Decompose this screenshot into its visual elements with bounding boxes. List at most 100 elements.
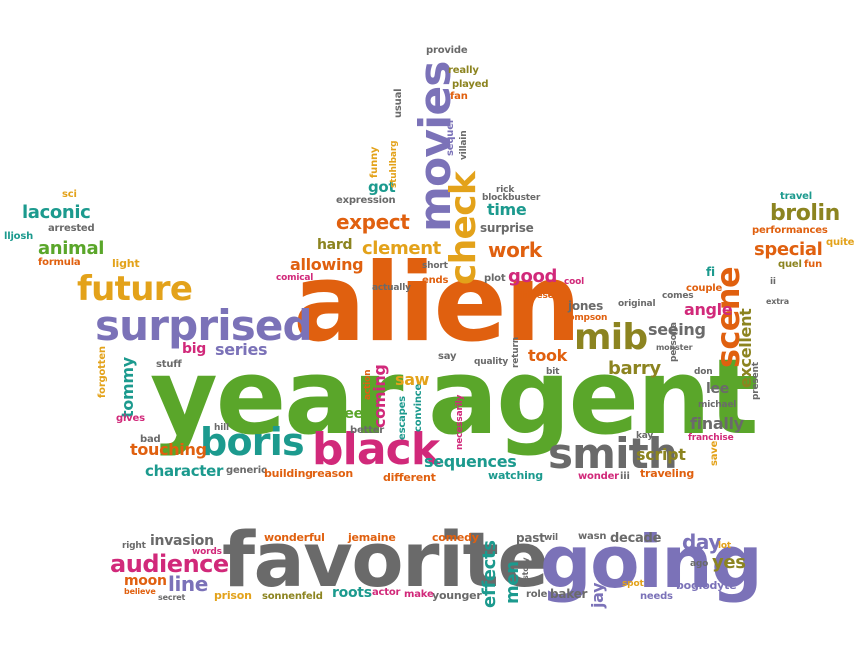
word-character: character	[145, 462, 224, 480]
word-couple: couple	[686, 283, 723, 294]
word-actually: actually	[372, 283, 411, 293]
word-audience: audience	[110, 550, 229, 578]
word-finally: finally	[690, 414, 744, 433]
word-say: say	[438, 351, 457, 362]
word-time: time	[487, 200, 527, 219]
word-convince: convince	[413, 383, 424, 432]
word-agent: agent	[428, 336, 759, 458]
word-lljosh: lljosh	[4, 231, 34, 242]
word-sci: sci	[62, 189, 77, 200]
word-decade: decade	[610, 531, 662, 546]
word-necessarily: necessarily	[455, 394, 465, 450]
word-role: role	[526, 589, 548, 600]
word-rick: rick	[496, 185, 515, 195]
word-forgotten: forgotten	[97, 346, 108, 398]
word-spot: spot	[622, 579, 644, 589]
word-comical: comical	[276, 273, 314, 283]
word-lee: lee	[706, 381, 729, 397]
word-animal: animal	[38, 238, 105, 259]
word-black: black	[312, 424, 440, 475]
word-special: special	[754, 239, 823, 260]
word-ends: ends	[422, 275, 449, 286]
word-men: men	[502, 561, 523, 604]
word-played: really	[448, 65, 479, 76]
word-really: provide	[426, 45, 468, 56]
word-usual: fan	[450, 91, 468, 102]
word-roots: roots	[332, 585, 372, 601]
word-boglodyte: boglodyte	[676, 579, 737, 592]
word-moon: moon	[124, 573, 167, 589]
word-persona: persona	[669, 322, 679, 362]
word-quel: quel	[778, 259, 802, 270]
word-provide: usual	[393, 88, 404, 118]
word-angle: angle	[684, 300, 733, 319]
word-short: short	[422, 261, 448, 271]
word-wonderful: wonderful	[264, 531, 325, 544]
word-action: action	[363, 369, 373, 400]
word-expect: expect	[336, 210, 410, 234]
word-past: past	[516, 531, 545, 545]
word-present: present	[751, 362, 761, 400]
word-comedy: comedy	[432, 531, 479, 544]
word-watching: watching	[488, 469, 543, 482]
word-invasion: invasion	[150, 533, 214, 549]
word-quite: quite	[826, 237, 855, 248]
word-stuff: stuff	[156, 359, 182, 370]
word-laconic: laconic	[22, 202, 91, 223]
word-arrested: arrested	[48, 223, 95, 234]
word-younger: younger	[432, 589, 482, 602]
word-hill: hill	[214, 423, 229, 433]
word-michael: michael	[698, 400, 737, 410]
word-franchise: franchise	[688, 433, 734, 443]
word-favorite: favorite	[222, 515, 549, 604]
word-don: don	[694, 367, 713, 377]
word-bit: bit	[546, 367, 560, 377]
word-travel: travel	[780, 191, 812, 202]
word-chinese: chinese	[516, 291, 554, 301]
word-formula: formula	[38, 257, 81, 268]
word-series: series	[215, 340, 268, 359]
word-traveling: traveling	[640, 467, 695, 480]
word-jemaine: jemaine	[348, 531, 396, 544]
word-prison: prison	[214, 589, 252, 602]
word-yes: yes	[712, 552, 746, 573]
word-secret: secret	[158, 593, 186, 602]
word-smith: smith	[548, 429, 678, 478]
word-reason: reason	[312, 467, 353, 480]
word-brolin: brolin	[770, 201, 840, 226]
word-actor: actor	[372, 587, 401, 598]
word-right: right	[122, 541, 146, 551]
word-plot: plot	[484, 273, 506, 284]
word-got: got	[368, 178, 396, 196]
word-kay: kay	[636, 431, 654, 441]
word-blockbuster: blockbuster	[482, 193, 541, 203]
word-different: different	[383, 471, 436, 484]
word-sequences: sequences	[424, 452, 517, 471]
word-fan: played	[452, 79, 489, 90]
word-barry: barry	[608, 358, 661, 379]
word-ii: ii	[770, 277, 776, 287]
word-expression: expression	[336, 195, 396, 206]
word-return: return	[511, 336, 521, 368]
word-check: check	[443, 171, 484, 285]
word-baker: baker	[550, 587, 588, 601]
word-line: line	[168, 572, 208, 596]
word-script: script	[636, 445, 686, 464]
word-touching: touching	[130, 440, 207, 459]
word-fi: fi	[706, 265, 715, 279]
word-story: story	[521, 557, 530, 580]
word-year: year	[150, 336, 404, 458]
word-jones: jones	[568, 299, 603, 313]
word-effects: effects	[479, 540, 500, 608]
word-big: big	[182, 341, 207, 357]
word-gives: gives	[116, 413, 145, 424]
word-surprise: surprise	[480, 221, 534, 235]
word-ago: ago	[690, 559, 709, 569]
word-escapes: escapes	[397, 396, 408, 440]
word-performances: performances	[752, 225, 828, 236]
word-day: day	[682, 530, 722, 554]
word-allowing: allowing	[290, 255, 364, 274]
word-going: going	[540, 520, 763, 604]
word-needs: needs	[640, 591, 673, 602]
